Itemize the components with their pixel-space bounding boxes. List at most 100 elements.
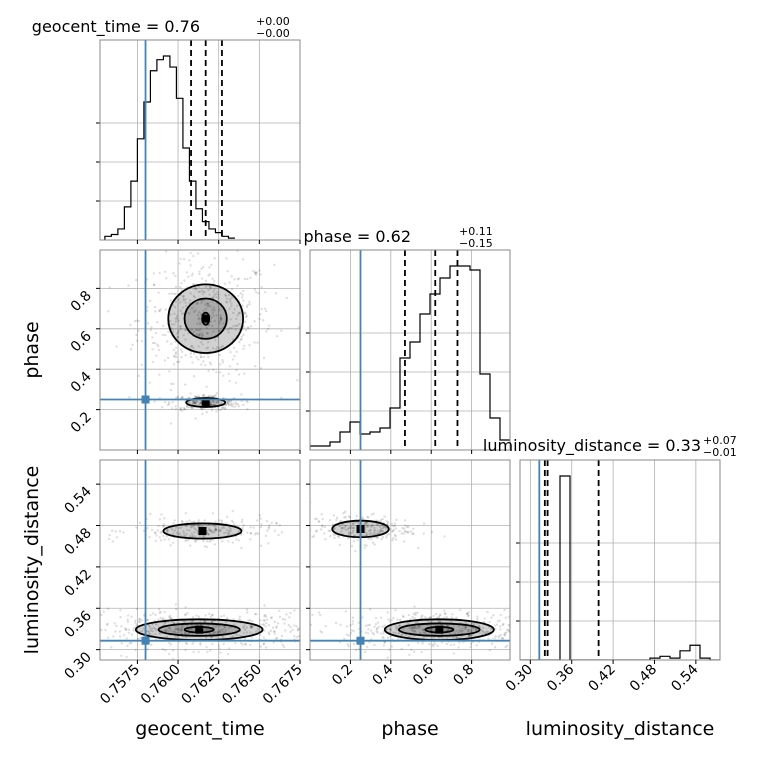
scatter-point (259, 367, 263, 370)
scatter-point (184, 354, 187, 357)
scatter-point (295, 635, 299, 639)
scatter-point (171, 330, 175, 334)
scatter-point (221, 629, 224, 632)
scatter-point (224, 294, 228, 298)
scatter-point (436, 616, 439, 619)
scatter-point (280, 531, 284, 534)
scatter-point (137, 374, 140, 378)
scatter-point (393, 534, 397, 537)
scatter-point (228, 327, 231, 330)
scatter-point (507, 623, 510, 627)
contour-ring-1-0 (185, 397, 227, 408)
scatter-point (324, 538, 327, 541)
scatter-point (187, 406, 191, 409)
scatter-point (160, 406, 164, 409)
scatter-point (259, 273, 262, 276)
scatter-point (253, 341, 256, 344)
scatter-point (347, 532, 351, 535)
scatter-point (400, 647, 403, 651)
scatter-point (394, 631, 398, 634)
scatter-point (445, 637, 449, 640)
scatter-point (146, 322, 150, 325)
scatter-point (178, 285, 182, 289)
scatter-point (499, 625, 502, 628)
scatter-point (243, 642, 247, 646)
scatter-point (470, 630, 473, 633)
scatter-point (187, 275, 190, 278)
scatter-point (172, 541, 175, 544)
scatter-point (239, 338, 242, 341)
scatter-point (211, 347, 215, 350)
scatter-point (200, 408, 204, 411)
scatter-point (421, 642, 424, 645)
scatter-point (190, 525, 193, 528)
scatter-point (363, 546, 366, 549)
scatter-point (221, 627, 224, 631)
scatter-point (170, 323, 174, 326)
scatter-point (319, 528, 323, 531)
scatter-point (212, 330, 215, 333)
scatter-point (386, 521, 390, 524)
scatter-point (364, 522, 367, 525)
scatter-point (212, 368, 215, 372)
scatter-point (166, 529, 169, 532)
scatter-point (208, 540, 211, 543)
scatter-point (262, 629, 266, 632)
title-luminosity-distance: luminosity_distance = 0.33 (483, 436, 701, 456)
scatter-point (363, 650, 367, 654)
scatter-point (258, 269, 261, 272)
scatter-point (169, 313, 172, 316)
scatter-point (189, 299, 192, 302)
scatter-point (382, 632, 385, 635)
scatter-point (373, 543, 376, 546)
scatter-point (174, 627, 177, 631)
scatter-point (193, 395, 197, 398)
scatter-point (104, 628, 107, 632)
scatter-point (197, 318, 200, 321)
scatter-point (138, 617, 141, 621)
scatter-point (383, 641, 386, 644)
scatter-point (158, 611, 162, 615)
scatter-point (477, 624, 480, 627)
scatter-point (125, 655, 128, 659)
scatter-point (158, 271, 161, 275)
scatter-point (165, 628, 168, 631)
scatter-point (183, 407, 186, 411)
scatter-point (220, 526, 224, 530)
scatter-point (394, 608, 397, 612)
scatter-point (523, 644, 525, 646)
scatter-point (223, 282, 227, 286)
scatter-point (328, 534, 332, 538)
scatter-point (135, 623, 139, 626)
scatter-point (135, 607, 139, 610)
scatter-point (157, 291, 160, 294)
xtick-label-phase-3: 0.8 (450, 662, 477, 689)
scatter-point (218, 630, 221, 634)
scatter-point (264, 307, 267, 310)
scatter-point (241, 293, 244, 296)
scatter-point (361, 616, 364, 619)
scatter-point (174, 407, 178, 411)
scatter-point (383, 624, 386, 627)
scatter-point (172, 382, 175, 386)
scatter-point (209, 400, 213, 403)
scatter-point (478, 631, 481, 634)
hist-step-geocent-time (104, 55, 235, 240)
scatter-point (412, 527, 415, 530)
scatter-point (118, 635, 122, 638)
scatter-point (157, 608, 161, 611)
scatter-point (194, 539, 198, 543)
xtick-label-phase-0: 0.2 (329, 662, 356, 689)
scatter-point (198, 534, 202, 538)
scatter-point (106, 623, 109, 626)
scatter-point (240, 296, 244, 299)
scatter-point (195, 356, 198, 359)
scatter-point (242, 524, 245, 527)
scatter-point (192, 352, 196, 355)
scatter-point (227, 531, 231, 534)
scatter-point (225, 301, 229, 304)
xtick-label-geocent-time-1: 0.7600 (138, 662, 184, 708)
scatter-point (340, 530, 343, 533)
scatter-point (204, 285, 208, 289)
scatter-point (541, 628, 543, 630)
